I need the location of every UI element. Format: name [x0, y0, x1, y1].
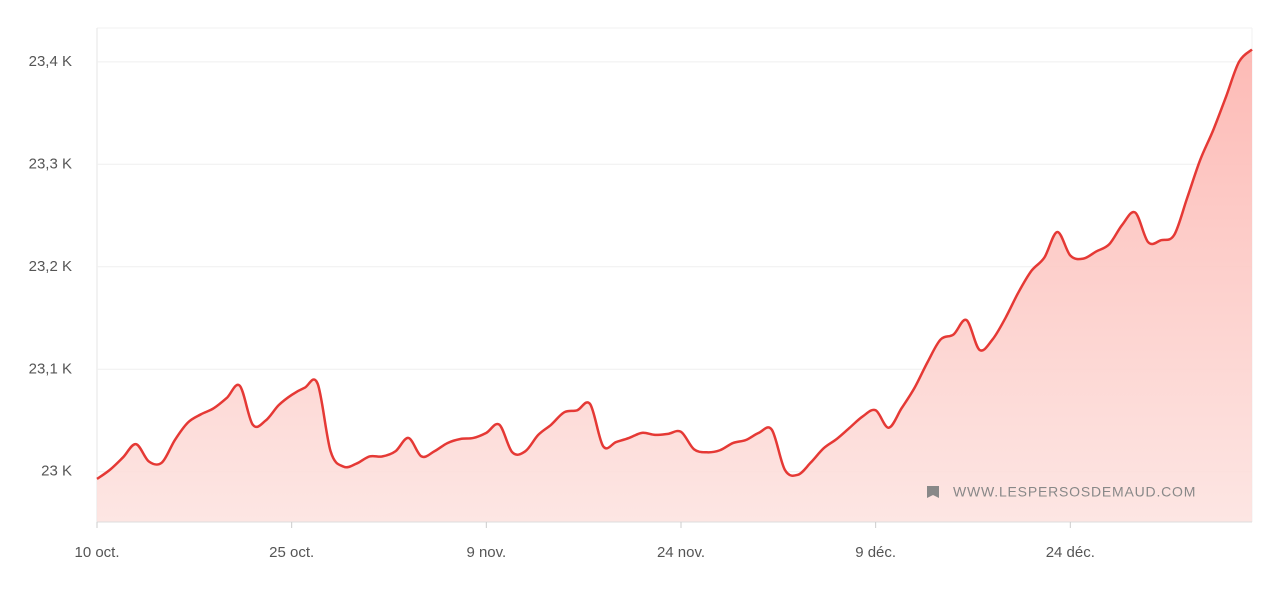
x-tick-label: 9 déc. — [855, 544, 896, 561]
y-tick-label: 23,1 K — [29, 360, 72, 377]
x-tick-label: 25 oct. — [269, 544, 314, 561]
y-tick-label: 23,4 K — [29, 53, 72, 70]
x-tick-label: 24 déc. — [1046, 544, 1095, 561]
x-tick-label: 24 nov. — [657, 544, 705, 561]
x-tick-label: 10 oct. — [74, 544, 119, 561]
watermark-icon — [927, 486, 939, 498]
watermark-group: WWW.LESPERSOSDEMAUD.COM — [927, 484, 1196, 500]
watermark: WWW.LESPERSOSDEMAUD.COM — [953, 484, 1196, 500]
y-tick-label: 23,3 K — [29, 155, 72, 172]
line — [96, 48, 1253, 480]
x-tick-label: 9 nov. — [466, 544, 506, 561]
area — [97, 49, 1252, 522]
plot — [96, 48, 1253, 522]
y-tick-label: 23,2 K — [29, 258, 72, 275]
y-tick-label: 23 K — [41, 463, 72, 480]
